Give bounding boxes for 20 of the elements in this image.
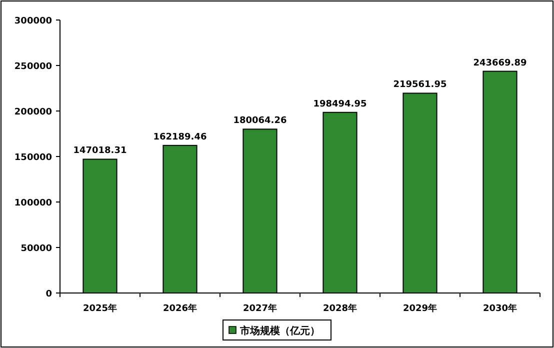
x-tick-label: 2025年 (82, 303, 118, 314)
x-tick-label: 2026年 (162, 303, 198, 314)
x-tick-label: 2030年 (482, 303, 518, 314)
y-tick-label: 100000 (14, 198, 52, 208)
data-label: 219561.95 (393, 80, 447, 90)
data-label: 162189.46 (153, 132, 207, 142)
x-tick-label: 2027年 (242, 303, 278, 314)
y-tick-label: 0 (46, 290, 52, 300)
y-tick-label: 250000 (14, 62, 52, 72)
data-label: 243669.89 (473, 58, 527, 68)
data-label: 198494.95 (313, 99, 367, 110)
x-tick-label: 2029年 (402, 303, 438, 314)
legend-label: 市场规模（亿元） (239, 325, 320, 337)
data-label: 147018.31 (73, 146, 127, 156)
data-label: 180064.26 (233, 116, 287, 126)
y-tick-label: 50000 (20, 244, 52, 254)
y-tick-label: 150000 (14, 153, 52, 163)
y-tick-label: 200000 (14, 108, 52, 118)
x-tick-label: 2028年 (322, 303, 358, 314)
y-tick-label: 300000 (14, 16, 52, 26)
